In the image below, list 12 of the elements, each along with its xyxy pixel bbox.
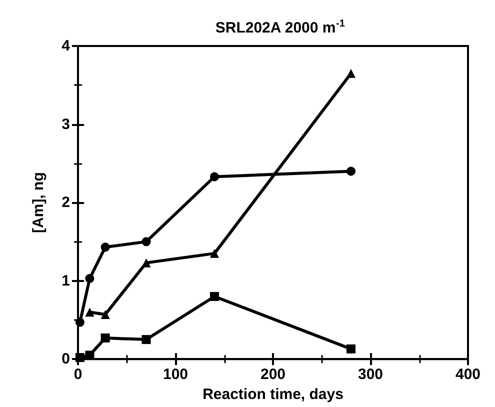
y-tick-label: 3 [62,116,70,133]
y-axis-title: [Am], ng [30,172,47,233]
y-tick-label: 4 [62,38,71,54]
y-tick-label: 2 [62,194,70,212]
x-tick-label: 400 [455,366,481,384]
y-tick-label: 1 [62,272,70,290]
x-axis-title: Reaction time, days [202,386,344,403]
x-tick-label: 0 [74,366,82,384]
x-tick-label: 300 [358,366,384,384]
x-tick-label: 200 [260,366,286,384]
y-tick-label: 0 [62,350,70,368]
x-tick-label: 100 [162,366,188,384]
